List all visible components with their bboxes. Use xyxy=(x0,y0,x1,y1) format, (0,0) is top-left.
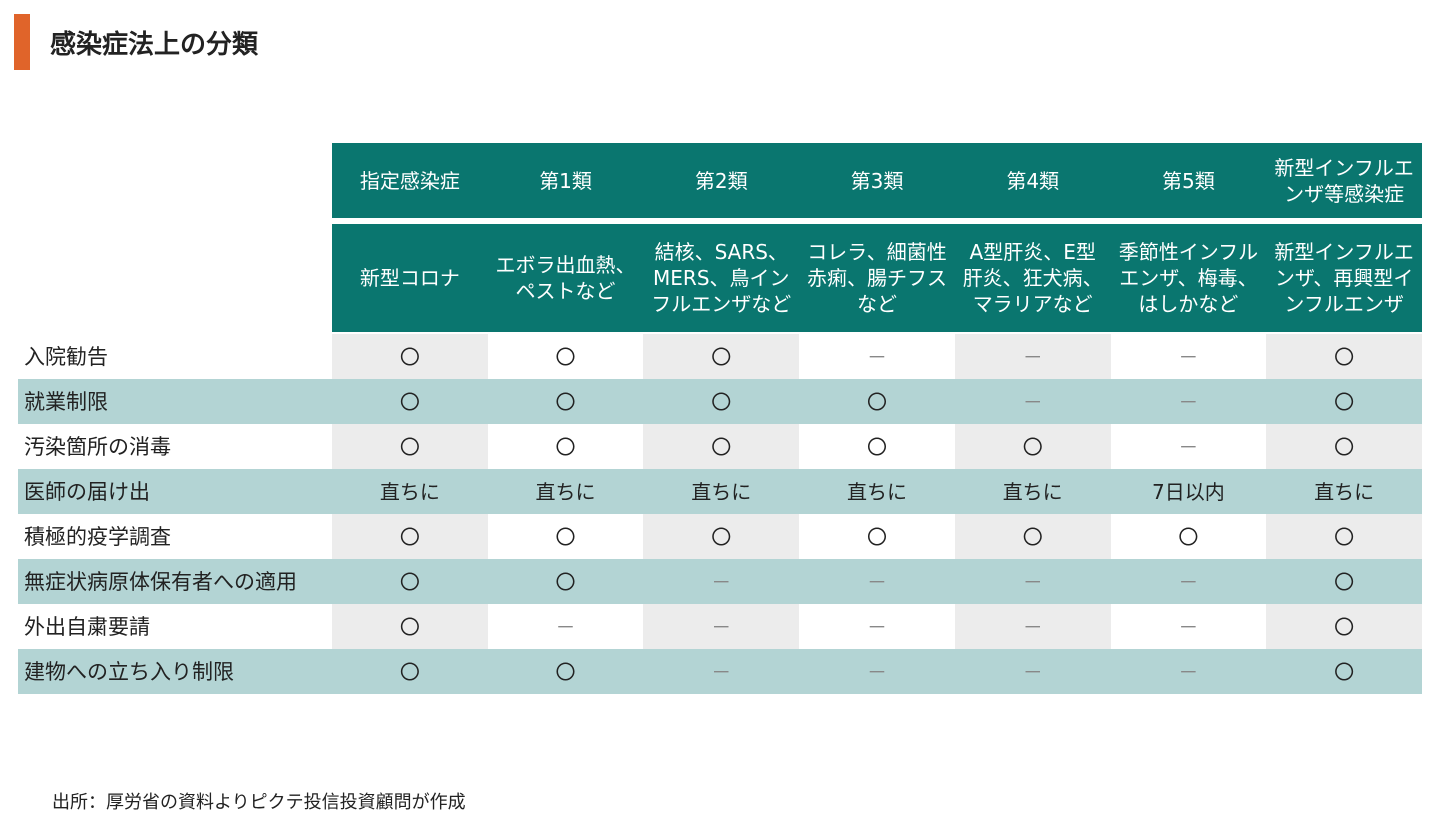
table-cell: 〇 xyxy=(487,649,644,694)
table-cell: 〇 xyxy=(487,424,644,469)
table-cell: 直ちに xyxy=(332,469,488,514)
table-cell: 〇 xyxy=(1266,559,1422,604)
table-cell: 〇 xyxy=(487,559,644,604)
table-cell: 直ちに xyxy=(643,469,800,514)
table-cell: 〇 xyxy=(332,559,488,604)
table-cell: 〇 xyxy=(332,424,488,469)
table-cell: 〇 xyxy=(1266,424,1422,469)
table-cell: － xyxy=(954,559,1111,604)
table-cell: － xyxy=(954,379,1111,424)
table-cell: 直ちに xyxy=(954,469,1111,514)
row-label: 入院勧告 xyxy=(18,334,332,379)
table-cell: － xyxy=(643,649,800,694)
table-cell: 〇 xyxy=(954,424,1111,469)
table-cell: － xyxy=(643,604,800,649)
table-cell: 〇 xyxy=(332,649,488,694)
row-label: 就業制限 xyxy=(18,379,332,424)
table-cell: 直ちに xyxy=(799,469,955,514)
table-cell: － xyxy=(1110,424,1267,469)
table-cell: 〇 xyxy=(1110,514,1267,559)
column-description: コレラ、細菌性赤痢、腸チフスなど xyxy=(799,224,955,332)
table-cell: － xyxy=(799,559,955,604)
table-cell: 〇 xyxy=(332,334,488,379)
table-cell: － xyxy=(487,604,644,649)
title-accent xyxy=(14,14,30,70)
table-cell: 〇 xyxy=(799,514,955,559)
table-cell: － xyxy=(1110,604,1267,649)
table-cell: 〇 xyxy=(332,379,488,424)
row-label: 外出自粛要請 xyxy=(18,604,332,649)
table-cell: － xyxy=(954,334,1111,379)
table-cell: － xyxy=(1110,379,1267,424)
table-cell: 直ちに xyxy=(1266,469,1422,514)
table-cell: 〇 xyxy=(1266,334,1422,379)
column-header: 新型インフルエンザ等感染症 xyxy=(1266,143,1422,218)
table-cell: － xyxy=(1110,334,1267,379)
table-cell: － xyxy=(1110,649,1267,694)
table-cell: 〇 xyxy=(799,379,955,424)
column-description: 新型インフルエンザ、再興型インフルエンザ xyxy=(1266,224,1422,332)
table-cell: － xyxy=(954,604,1111,649)
row-label: 医師の届け出 xyxy=(18,469,332,514)
table-cell: 〇 xyxy=(332,514,488,559)
table-cell: 〇 xyxy=(487,379,644,424)
source-note: 出所：厚労省の資料よりピクテ投信投資顧問が作成 xyxy=(52,792,466,813)
table-cell: 〇 xyxy=(643,424,800,469)
table-cell: 〇 xyxy=(1266,514,1422,559)
column-header: 第1類 xyxy=(487,143,644,218)
column-description: 結核、SARS、MERS、鳥インフルエンザなど xyxy=(643,224,800,332)
table-cell: － xyxy=(799,604,955,649)
table-cell: 〇 xyxy=(332,604,488,649)
table-cell: 〇 xyxy=(1266,649,1422,694)
column-description: 新型コロナ xyxy=(332,224,488,332)
column-header: 第2類 xyxy=(643,143,800,218)
row-label: 汚染箇所の消毒 xyxy=(18,424,332,469)
row-label: 無症状病原体保有者への適用 xyxy=(18,559,332,604)
table-cell: 〇 xyxy=(954,514,1111,559)
table-cell: 〇 xyxy=(643,379,800,424)
table-cell: 〇 xyxy=(643,334,800,379)
table-cell: － xyxy=(799,334,955,379)
column-header: 第4類 xyxy=(954,143,1111,218)
table-cell: 〇 xyxy=(1266,379,1422,424)
page-title: 感染症法上の分類 xyxy=(50,30,259,60)
row-label: 積極的疫学調査 xyxy=(18,514,332,559)
column-header: 第5類 xyxy=(1110,143,1267,218)
table-cell: 〇 xyxy=(487,334,644,379)
table-cell: － xyxy=(1110,559,1267,604)
column-header: 指定感染症 xyxy=(332,143,488,218)
table-cell: 〇 xyxy=(1266,604,1422,649)
table-cell: 〇 xyxy=(799,424,955,469)
column-header: 第3類 xyxy=(799,143,955,218)
table-cell: 7日以内 xyxy=(1110,469,1267,514)
column-description: 季節性インフルエンザ、梅毒、はしかなど xyxy=(1110,224,1267,332)
column-description: エボラ出血熱、ペストなど xyxy=(487,224,644,332)
table-cell: 〇 xyxy=(643,514,800,559)
table-cell: － xyxy=(799,649,955,694)
table-cell: － xyxy=(643,559,800,604)
table-cell: 直ちに xyxy=(487,469,644,514)
column-description: A型肝炎、E型肝炎、狂犬病、マラリアなど xyxy=(954,224,1111,332)
row-label: 建物への立ち入り制限 xyxy=(18,649,332,694)
table-cell: 〇 xyxy=(487,514,644,559)
table-cell: － xyxy=(954,649,1111,694)
